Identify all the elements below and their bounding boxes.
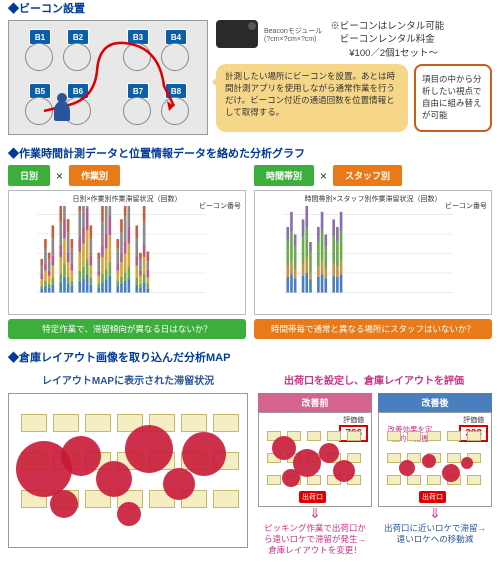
map-before: 評価値 766 出荷口 <box>258 412 372 507</box>
beacon-diagram: B1B2B3B4B5B6B7B8 <box>8 20 208 135</box>
map-large <box>8 393 248 548</box>
before-header: 改善前 <box>258 393 372 412</box>
multiply-icon: × <box>54 169 65 183</box>
beacon-right: Beaconモジュール (?cm×?cm×?cm) ※ビーコンはレンタル可能 ビ… <box>216 20 492 132</box>
caption-before: ピッキング作業で出荷口から遠いロケで滞留が発生→倉庫レイアウトを変更！ <box>256 520 374 559</box>
legend-left: ビーコン番号 <box>199 201 241 211</box>
beacon-device-icon <box>216 20 258 48</box>
rental-text: ※ビーコンはレンタル可能 ビーコンレンタル料金 ¥100／2個1セット～ <box>330 20 444 60</box>
tab-daily[interactable]: 日別 <box>8 165 50 186</box>
map-small-row: 改善前 評価値 766 出荷口 ⇓ ピッキング作業で出荷口から遠いロケで滞留が発… <box>256 393 492 559</box>
beacon-title: ◆ビーコン設置 <box>8 0 492 16</box>
map-right-column: 出荷口を設定し、倉庫レイアウトを評価 改善前 評価値 766 出荷口 ⇓ ピッキ… <box>256 369 492 559</box>
multiply-icon: × <box>318 169 329 183</box>
legend-right: ビーコン番号 <box>445 201 487 211</box>
exit-after: 出荷口 <box>419 491 446 503</box>
caption-left: 特定作業で、滞留傾向が異なる日はないか？ <box>8 319 246 339</box>
map-left-title: レイアウトMAPに表示された滞留状況 <box>8 369 248 390</box>
charts-title: ◆作業時間計測データと位置情報データを絡めた分析グラフ <box>8 145 492 161</box>
map-before-col: 改善前 評価値 766 出荷口 ⇓ ピッキング作業で出荷口から遠いロケで滞留が発… <box>256 393 374 559</box>
person-icon <box>54 101 70 121</box>
device-label: Beaconモジュール (?cm×?cm×?cm) <box>264 26 322 43</box>
after-header: 改善後 <box>378 393 492 412</box>
tab-task[interactable]: 作業別 <box>69 165 120 186</box>
maps-row: レイアウトMAPに表示された滞留状況 出荷口を設定し、倉庫レイアウトを評価 改善… <box>8 369 492 559</box>
chart-left-svg <box>12 206 242 301</box>
tab-row-left: 日別 × 作業別 <box>8 165 246 186</box>
maps-title: ◆倉庫レイアウト画像を取り込んだ分析MAP <box>8 349 492 365</box>
map-after: 評価値 393 改善効果を定量的に把握 出荷口 <box>378 412 492 507</box>
device-row: Beaconモジュール (?cm×?cm×?cm) <box>216 20 322 48</box>
maps-section: ◆倉庫レイアウト画像を取り込んだ分析MAP レイアウトMAPに表示された滞留状況… <box>0 349 500 559</box>
beacon-row: B1B2B3B4B5B6B7B8 Beaconモジュール (?cm×?cm×?c… <box>8 20 492 135</box>
chart-left-column: 日別 × 作業別 日別×作業別作業滞留状況（回数） ビーコン番号 特定作業で、滞… <box>8 165 246 339</box>
exit-before: 出荷口 <box>299 491 326 503</box>
map-right-title: 出荷口を設定し、倉庫レイアウトを評価 <box>256 369 492 390</box>
caption-after: 出荷口に近いロケで滞留→遠いロケへの移動減 <box>378 520 492 548</box>
tab-staff[interactable]: スタッフ別 <box>333 165 402 186</box>
caption-right: 時間帯毎で通常と異なる場所にスタッフはいないか？ <box>254 319 492 339</box>
chart-right-box: 時間帯別×スタッフ別作業滞留状況（回数） ビーコン番号 <box>254 190 492 315</box>
chart-right-column: 時間帯別 × スタッフ別 時間帯別×スタッフ別作業滞留状況（回数） ビーコン番号… <box>254 165 492 339</box>
map-after-col: 改善後 評価値 393 改善効果を定量的に把握 出荷口 ⇓ 出荷口に近いロケで滞… <box>378 393 492 559</box>
tab-row-right: 時間帯別 × スタッフ別 <box>254 165 492 186</box>
chart-left-box: 日別×作業別作業滞留状況（回数） ビーコン番号 <box>8 190 246 315</box>
beacon-section: ◆ビーコン設置 B1B2B3B4B5B6B7B8 Beaconモジュール (?c… <box>0 0 500 135</box>
tab-timeband[interactable]: 時間帯別 <box>254 165 314 186</box>
charts-section: ◆作業時間計測データと位置情報データを絡めた分析グラフ 日別 × 作業別 日別×… <box>0 145 500 339</box>
chart-right-svg <box>258 206 488 301</box>
map-left-column: レイアウトMAPに表示された滞留状況 <box>8 369 248 559</box>
side-box: 項目の中から分析したい視点で自由に組み替えが可能 <box>414 64 492 132</box>
callout-box: 計測したい場所にビーコンを設置。あとは時間計測アプリを使用しながら通常作業を行う… <box>216 64 408 132</box>
charts-row: 日別 × 作業別 日別×作業別作業滞留状況（回数） ビーコン番号 特定作業で、滞… <box>8 165 492 339</box>
